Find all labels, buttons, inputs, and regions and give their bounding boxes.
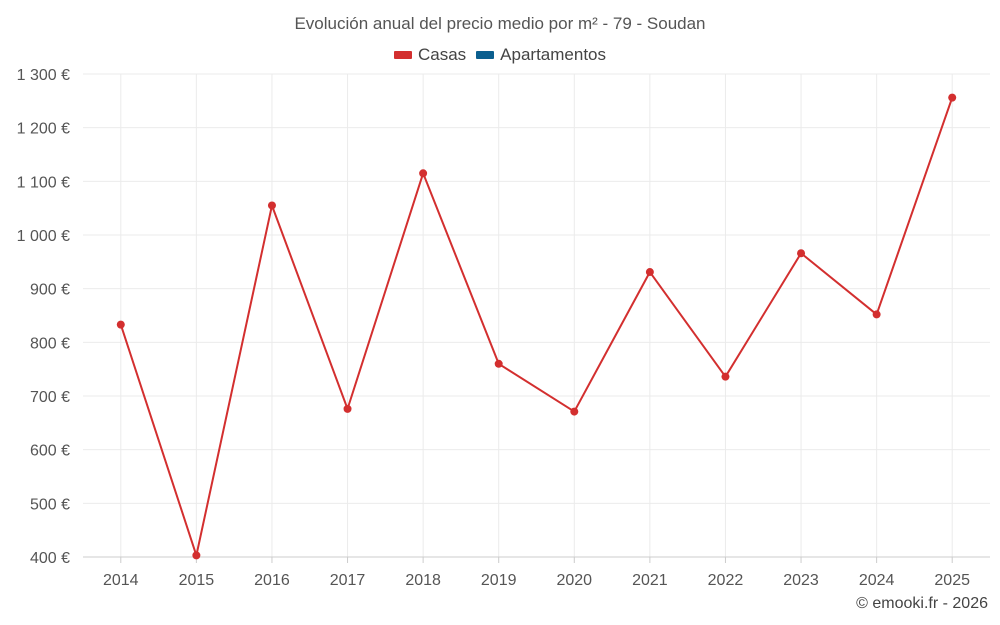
x-tick-label: 2021 [632, 572, 668, 589]
data-point [116, 320, 125, 329]
y-tick-label: 800 € [30, 335, 70, 352]
data-point [948, 93, 957, 102]
series-line-casas [119, 97, 954, 557]
credit-text: © emooki.fr - 2026 [856, 595, 988, 612]
legend-item-apartamentos[interactable]: Apartamentos [476, 45, 606, 65]
legend-swatch-casas [393, 51, 412, 59]
legend: Casas Apartamentos [0, 45, 1000, 65]
x-tick-label: 2022 [708, 572, 744, 589]
y-tick-label: 900 € [30, 282, 70, 299]
data-point [192, 551, 201, 560]
y-tick-label: 1 000 € [17, 228, 70, 245]
y-tick-label: 1 200 € [17, 121, 70, 138]
x-tick-label: 2019 [481, 572, 517, 589]
x-tick-label: 2024 [859, 572, 895, 589]
data-point [797, 249, 806, 258]
x-tick-label: 2023 [783, 572, 819, 589]
legend-swatch-apartamentos [476, 51, 495, 59]
x-tick-label: 2025 [934, 572, 970, 589]
x-tick-label: 2014 [103, 572, 139, 589]
chart-title: Evolución anual del precio medio por m² … [294, 14, 706, 33]
y-tick-label: 700 € [30, 389, 70, 406]
x-tick-label: 2016 [254, 572, 290, 589]
data-point [267, 201, 276, 210]
data-point [721, 372, 730, 381]
legend-label-apartamentos: Apartamentos [500, 45, 607, 64]
legend-label-casas: Casas [417, 45, 467, 64]
legend-item-casas[interactable]: Casas [393, 45, 467, 65]
data-point [494, 359, 503, 368]
data-point [645, 268, 654, 277]
y-tick-label: 600 € [30, 443, 70, 460]
data-point [872, 310, 881, 319]
data-point [343, 404, 352, 413]
x-tick-label: 2018 [405, 572, 441, 589]
y-tick-label: 500 € [30, 496, 70, 513]
data-point [419, 169, 428, 178]
x-tick-label: 2020 [556, 572, 592, 589]
y-tick-label: 400 € [30, 550, 70, 567]
x-tick-label: 2017 [330, 572, 366, 589]
data-point [570, 407, 579, 416]
y-tick-label: 1 300 € [17, 67, 70, 84]
x-tick-label: 2015 [179, 572, 215, 589]
y-tick-label: 1 100 € [17, 174, 70, 191]
